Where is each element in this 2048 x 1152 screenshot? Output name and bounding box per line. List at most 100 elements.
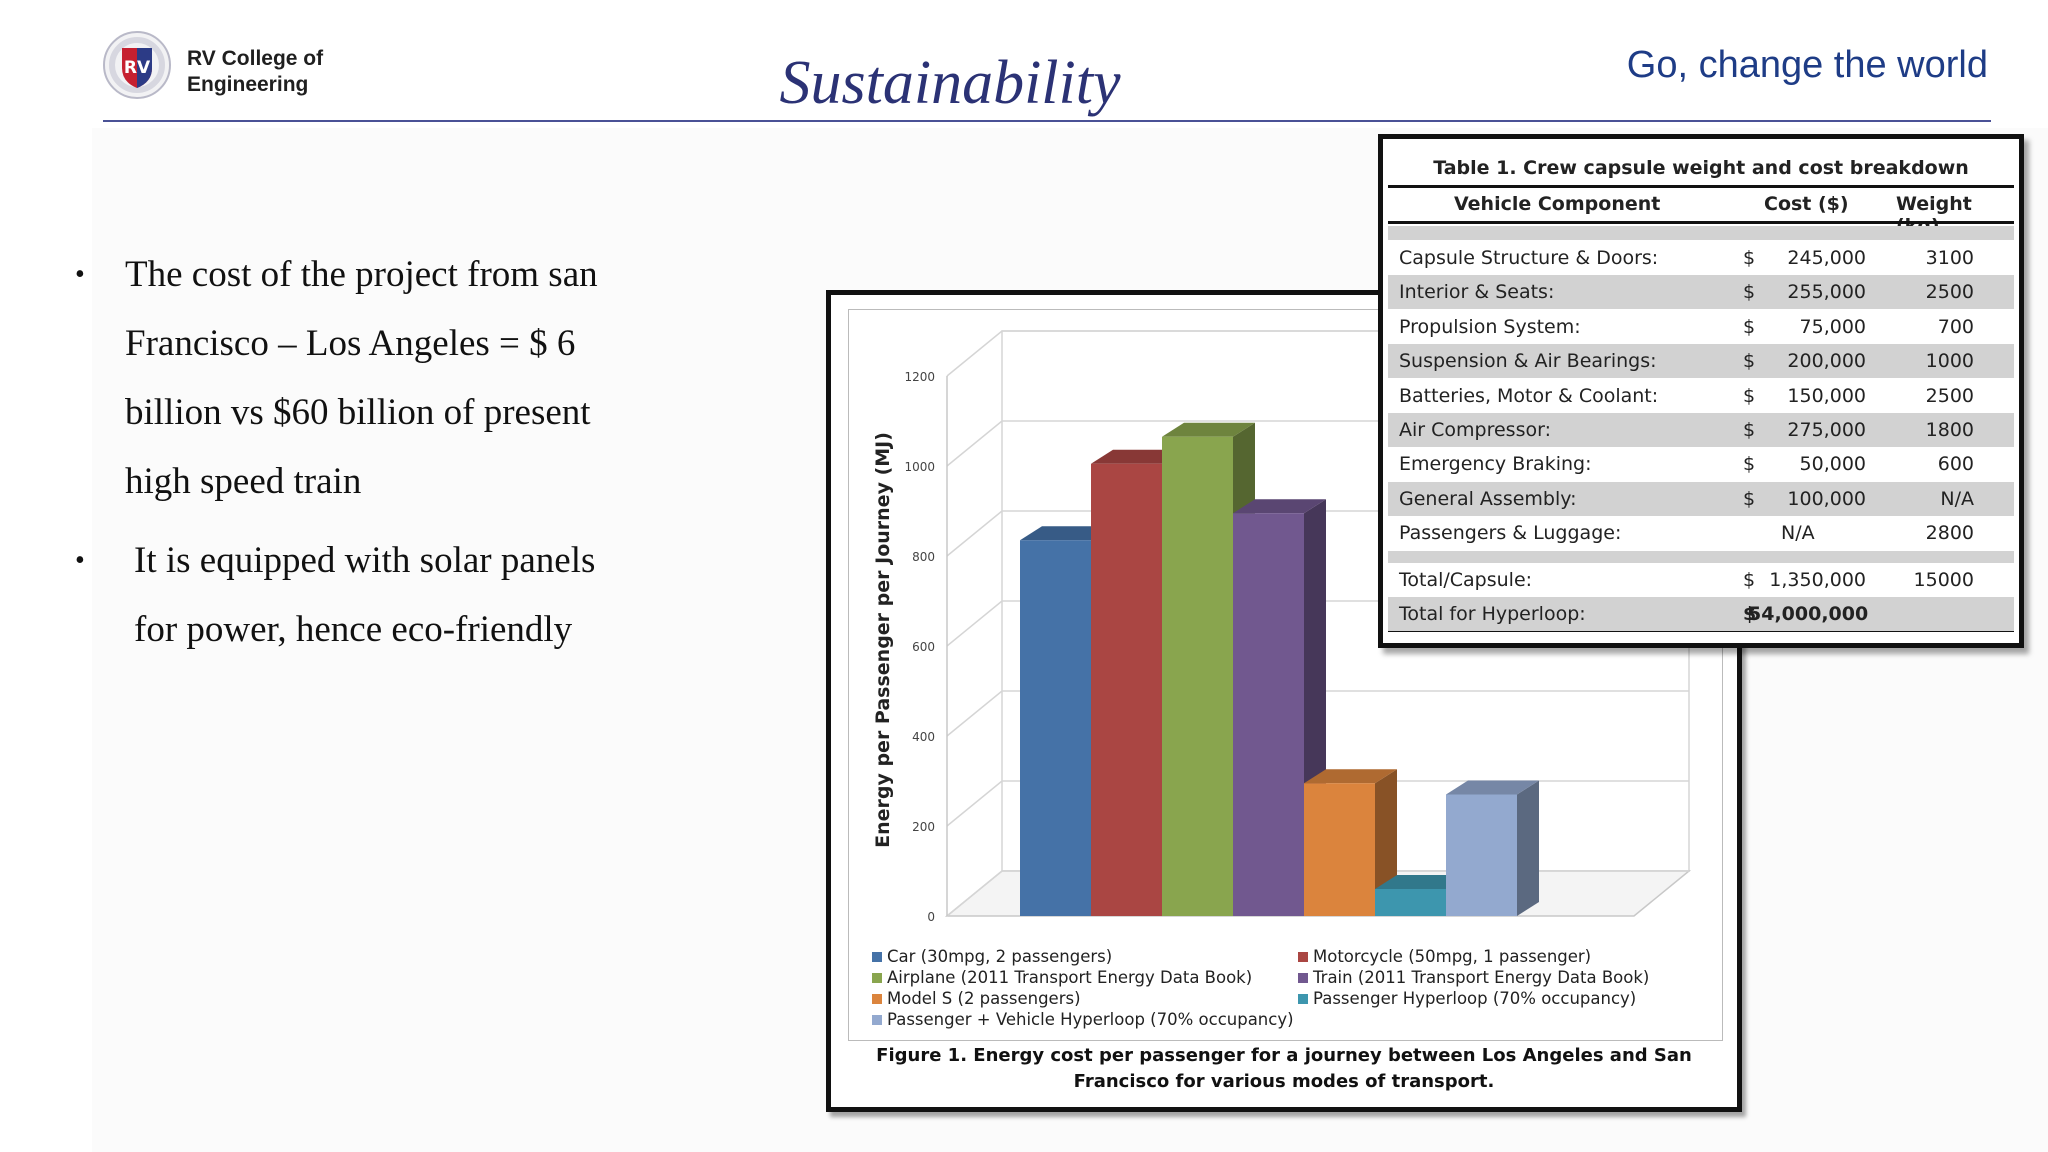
- row-component: General Assembly:: [1399, 487, 1577, 510]
- y-tick-label: 1000: [904, 460, 935, 474]
- bullet-list: • The cost of the project from san Franc…: [70, 240, 650, 674]
- row-component: Batteries, Motor & Coolant:: [1399, 384, 1659, 407]
- row-weight: 2500: [1925, 281, 1974, 304]
- table-row: Emergency Braking: $50,000 600: [1388, 447, 2014, 481]
- row-component: Propulsion System:: [1399, 315, 1581, 338]
- bar-top: [1020, 526, 1113, 541]
- y-tick-label: 1200: [904, 370, 935, 384]
- bar: [1375, 889, 1446, 916]
- row-currency: $: [1743, 384, 1756, 407]
- y-tick-label: 600: [912, 640, 935, 654]
- row-weight: 1800: [1925, 419, 1974, 441]
- y-tick-label: 800: [912, 550, 935, 564]
- row-currency: $: [1743, 487, 1756, 510]
- chart-frame: 0 200 400 600 800 1000 1200 Energy per Passenge…: [848, 309, 1723, 1041]
- gridline: [946, 780, 1689, 827]
- row-currency: $: [1743, 603, 1757, 625]
- energy-chart-figure: 0 200 400 600 800 1000 1200 Energy per Passenge…: [826, 290, 1742, 1112]
- bullet-line: Francisco – Los Angeles = $ 6: [125, 323, 576, 364]
- row-weight: 2500: [1925, 384, 1974, 407]
- row-weight: N/A: [1940, 487, 1974, 510]
- college-name-line-2: Engineering: [187, 73, 309, 96]
- bullet-item: • It is equipped with solar panels for p…: [70, 526, 650, 664]
- svg-text:RV: RV: [124, 58, 151, 78]
- table-row: Propulsion System: $75,000 700: [1388, 310, 2014, 344]
- y-tick-label: 200: [912, 820, 935, 834]
- row-component: Suspension & Air Bearings:: [1399, 350, 1657, 373]
- bar: [1020, 540, 1091, 916]
- bullet-line: billion vs $60 billion of present: [125, 392, 591, 433]
- legend-swatch: [872, 994, 882, 1004]
- legend-swatch: [872, 952, 882, 962]
- bar-top: [1233, 499, 1326, 514]
- table-row: Interior & Seats: $255,000 2500: [1388, 275, 2014, 310]
- column-header-component: Vehicle Component: [1454, 193, 1661, 215]
- bar: [1162, 436, 1233, 916]
- row-cost: 255,000: [1787, 281, 1866, 304]
- row-currency: $: [1743, 315, 1756, 338]
- row-cost: 245,000: [1787, 247, 1866, 269]
- gridline: [946, 690, 1689, 737]
- row-component: Total for Hyperloop:: [1399, 603, 1586, 625]
- legend-item: Car (30mpg, 2 passengers): [872, 947, 1112, 966]
- legend-swatch: [872, 1015, 882, 1025]
- bullet-line: The cost of the project from san: [125, 254, 598, 295]
- bar: [1233, 513, 1304, 916]
- legend-label: Passenger + Vehicle Hyperloop (70% occup…: [887, 1010, 1294, 1029]
- table-rule: [1388, 185, 2014, 188]
- tagline: Go, change the world: [1626, 44, 1988, 86]
- legend-label: Airplane (2011 Transport Energy Data Boo…: [887, 968, 1253, 987]
- row-cost: 150,000: [1787, 384, 1866, 407]
- row-cost: 200,000: [1787, 350, 1866, 373]
- row-cost: 100,000: [1787, 487, 1866, 510]
- y-tick-label: 0: [927, 910, 935, 924]
- column-header-cost: Cost ($): [1764, 193, 1849, 215]
- legend-item: Airplane (2011 Transport Energy Data Boo…: [872, 968, 1252, 987]
- bar-top: [1304, 769, 1397, 784]
- table-row: Total/Capsule: $1,350,000 15000: [1388, 563, 2014, 597]
- row-weight: 2800: [1925, 522, 1974, 545]
- row-weight: 1000: [1925, 350, 1974, 373]
- row-cost: 75,000: [1799, 315, 1866, 338]
- table-row: Passengers & Luggage: N/A 2800: [1388, 516, 2014, 550]
- row-cost: 50,000: [1799, 453, 1866, 476]
- row-component: Total/Capsule:: [1399, 569, 1533, 591]
- row-component: Passengers & Luggage:: [1399, 522, 1622, 545]
- row-component: Emergency Braking:: [1399, 453, 1592, 476]
- bar-top: [1375, 875, 1468, 889]
- table-row: Capsule Structure & Doors: $245,000 3100: [1388, 241, 2014, 275]
- legend-swatch: [1298, 952, 1308, 962]
- legend-label: Model S (2 passengers): [887, 989, 1081, 1008]
- row-currency: $: [1743, 281, 1756, 304]
- bullet-line: for power, hence eco-friendly: [134, 609, 573, 650]
- bar: [1304, 783, 1375, 916]
- row-weight: 700: [1937, 315, 1974, 338]
- legend-label: Motorcycle (50mpg, 1 passenger): [1313, 947, 1592, 966]
- legend-label: Car (30mpg, 2 passengers): [887, 947, 1113, 966]
- row-currency: $: [1743, 247, 1756, 269]
- bullet-item: • The cost of the project from san Franc…: [70, 240, 650, 516]
- bullet-line: high speed train: [125, 461, 362, 502]
- legend-item: Model S (2 passengers): [872, 989, 1081, 1008]
- table-spacer-row: [1388, 551, 2014, 563]
- row-cost: 54,000,000: [1748, 603, 1869, 625]
- slide-title: Sustainability: [779, 49, 1121, 117]
- legend-swatch: [872, 973, 882, 983]
- row-component: Interior & Seats:: [1399, 281, 1555, 304]
- legend-item: Motorcycle (50mpg, 1 passenger): [1298, 947, 1591, 966]
- cost-breakdown-table: Table 1. Crew capsule weight and cost br…: [1378, 134, 2024, 648]
- table-row: Air Compressor: $275,000 1800: [1388, 413, 2014, 447]
- bullet-marker: •: [75, 259, 85, 290]
- figure-caption: Figure 1. Energy cost per passenger for …: [876, 1045, 1692, 1092]
- row-weight: 600: [1937, 453, 1974, 476]
- row-component: Capsule Structure & Doors:: [1399, 247, 1659, 269]
- bar: [1091, 463, 1162, 916]
- legend-label: Train (2011 Transport Energy Data Book): [1313, 968, 1650, 987]
- row-cost: 275,000: [1787, 419, 1866, 441]
- row-component: Air Compressor:: [1399, 419, 1551, 441]
- bar-side: [1517, 780, 1539, 916]
- college-name-line-1: RV College of: [187, 47, 324, 70]
- legend-label: Passenger Hyperloop (70% occupancy): [1313, 989, 1637, 1008]
- bullet-line: It is equipped with solar panels: [134, 540, 596, 581]
- bar-top: [1446, 780, 1539, 795]
